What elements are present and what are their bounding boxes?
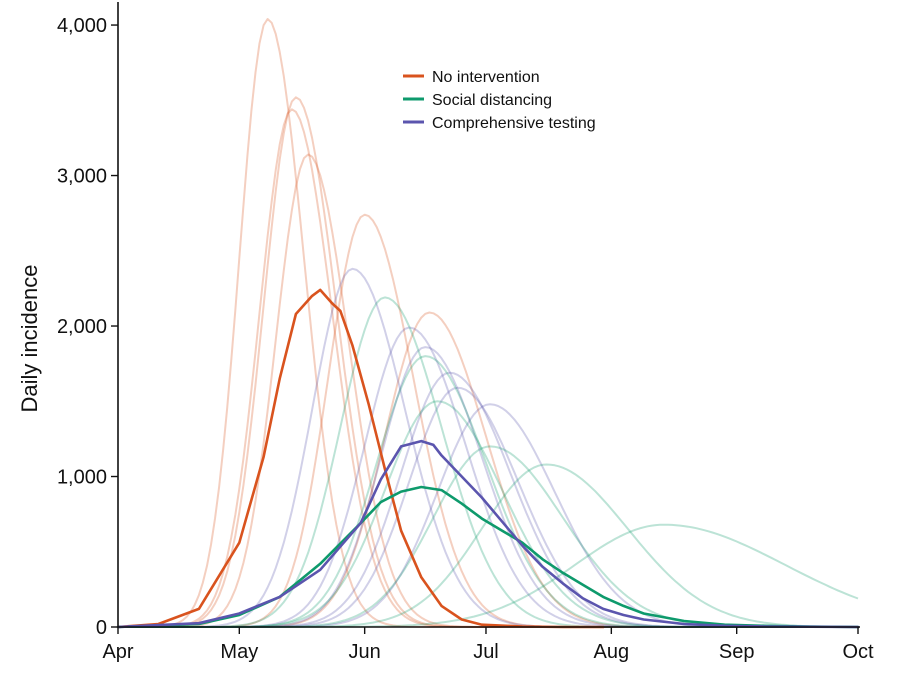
y-axis-title: Daily incidence bbox=[17, 265, 42, 413]
simulation-line-comprehensive_testing-11 bbox=[118, 386, 858, 628]
legend-label-no_intervention: No intervention bbox=[432, 69, 540, 86]
x-tick-label: Aug bbox=[594, 641, 630, 663]
simulation-lines-group bbox=[118, 18, 859, 628]
simulation-line-social_distancing-18 bbox=[118, 523, 859, 628]
median-line-social_distancing bbox=[116, 485, 860, 629]
y-tick-label: 2,000 bbox=[57, 316, 107, 338]
median-line-comprehensive_testing bbox=[116, 439, 860, 629]
x-tick-label: Jun bbox=[349, 641, 381, 663]
y-tick-label: 3,000 bbox=[57, 166, 107, 188]
median-line-no_intervention bbox=[116, 288, 605, 629]
y-tick-label: 0 bbox=[96, 617, 107, 639]
y-tick-label: 4,000 bbox=[57, 15, 107, 37]
simulation-line-comprehensive_testing-7 bbox=[118, 267, 858, 628]
y-tick-label: 1,000 bbox=[57, 467, 107, 489]
x-tick-label: Apr bbox=[102, 641, 133, 663]
x-tick-label: Oct bbox=[842, 641, 874, 663]
simulation-line-no_intervention-1 bbox=[118, 18, 858, 628]
x-tick-label: Jul bbox=[473, 641, 499, 663]
legend-label-comprehensive_testing: Comprehensive testing bbox=[432, 115, 596, 132]
legend-label-social_distancing: Social distancing bbox=[432, 92, 552, 109]
axes-group: 0 1,000 2,000 3,000 4,000 Apr May Jun Jul Aug Sep O… bbox=[17, 2, 874, 663]
median-lines-group bbox=[116, 288, 860, 629]
simulation-line-no_intervention-3 bbox=[118, 108, 858, 628]
simulation-line-comprehensive_testing-10 bbox=[118, 371, 858, 628]
x-tick-label: May bbox=[220, 641, 258, 663]
x-tick-label: Sep bbox=[719, 641, 755, 663]
legend: No intervention Social distancing Comprehe… bbox=[403, 69, 596, 132]
